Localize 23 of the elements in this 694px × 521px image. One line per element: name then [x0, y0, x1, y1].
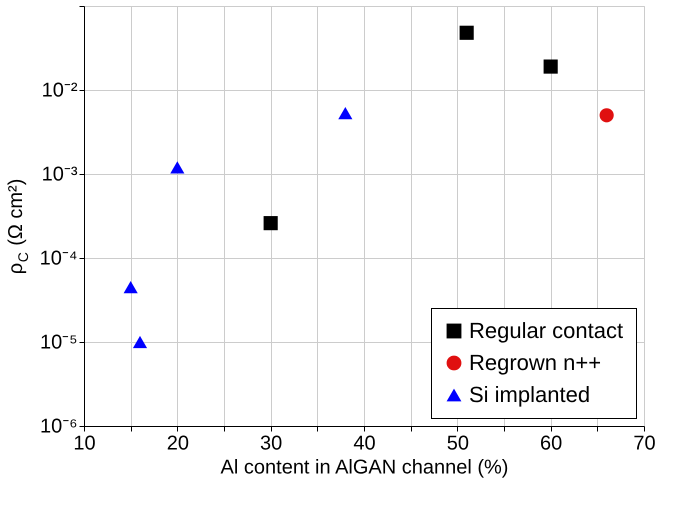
x-tick-label: 30: [260, 432, 282, 454]
point: [338, 107, 352, 120]
y-tick-label: 10⁻²: [42, 80, 78, 102]
point: [460, 26, 474, 40]
legend-label: Si implanted: [469, 382, 590, 407]
point: [170, 161, 184, 174]
point: [600, 108, 614, 122]
x-tick-label: 70: [633, 432, 656, 454]
x-axis-title: Al content in AlGAN channel (%): [220, 456, 508, 478]
legend-label: Regular contact: [469, 318, 624, 343]
y-tick-label: 10⁻⁵: [40, 332, 78, 354]
x-tick-label: 20: [166, 432, 189, 454]
x-tick-label: 60: [540, 432, 562, 454]
point: [124, 281, 138, 294]
point: [132, 336, 148, 348]
x-tick-label: 50: [446, 432, 469, 454]
y-axis-title: ρC (Ω cm²): [5, 178, 31, 274]
x-tick-label: 40: [353, 432, 376, 454]
y-tick-label: 10⁻³: [42, 164, 78, 186]
y-tick-label: 10⁻⁴: [40, 248, 78, 270]
point: [264, 216, 278, 230]
legend-label: Regrown n++: [469, 350, 602, 375]
point: [544, 60, 558, 74]
